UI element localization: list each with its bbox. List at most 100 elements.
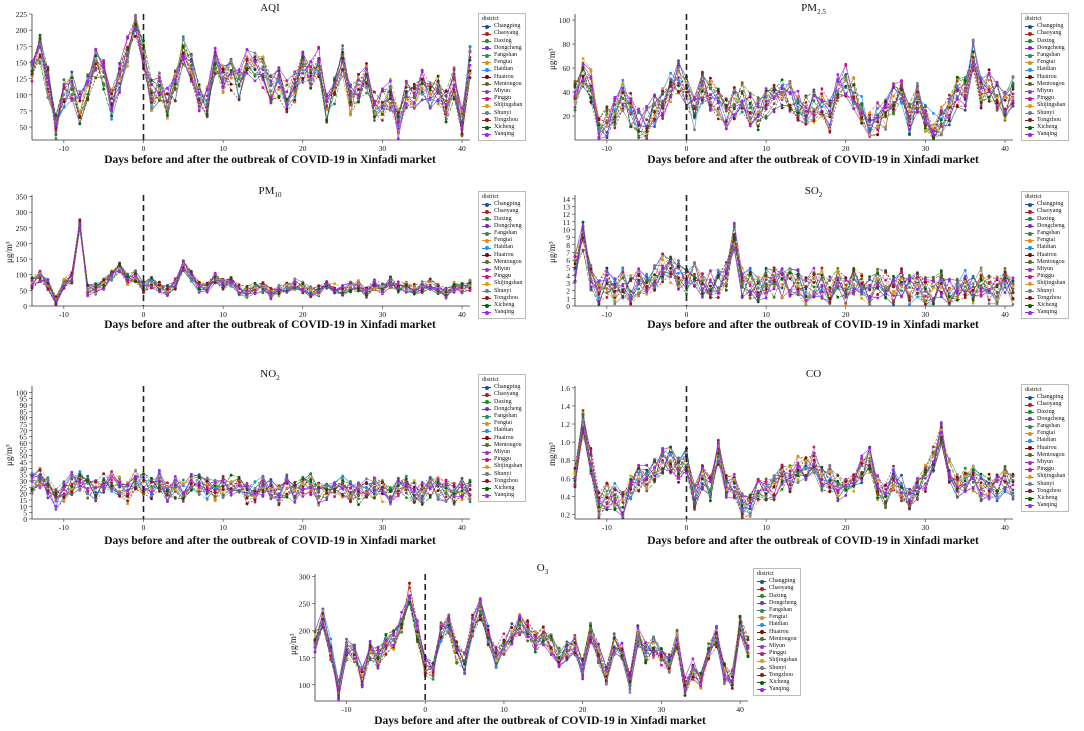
data-point (54, 124, 58, 128)
data-point (884, 100, 887, 103)
data-point (293, 77, 297, 81)
data-point (788, 277, 792, 280)
series-line (574, 42, 1014, 140)
x-tick-label: 20 (842, 310, 850, 319)
data-point (205, 490, 209, 494)
data-point (404, 106, 408, 110)
data-point (963, 296, 967, 299)
data-point (613, 103, 617, 106)
data-point (884, 292, 887, 296)
legend-item: Fengtai (482, 59, 522, 66)
data-point (341, 50, 344, 54)
x-axis-label: Days before and after the outbreak of CO… (104, 154, 436, 166)
data-point (661, 89, 664, 93)
data-point (285, 98, 289, 101)
data-point (452, 283, 456, 286)
data-point (637, 291, 641, 294)
legend-marker-icon (1025, 253, 1034, 258)
data-point (939, 286, 943, 290)
data-point (78, 477, 82, 481)
data-point (301, 477, 305, 480)
data-point (78, 222, 82, 226)
data-point (301, 482, 305, 485)
data-point (158, 84, 161, 87)
data-point (253, 51, 257, 55)
data-point (460, 495, 464, 498)
data-point (317, 290, 321, 294)
data-point (605, 279, 609, 283)
data-point (963, 95, 967, 99)
data-point (229, 280, 233, 284)
data-point (229, 82, 233, 86)
data-point (237, 84, 241, 87)
legend-label: Pinggu (1037, 95, 1055, 102)
data-point (637, 134, 641, 138)
legend-label: Yanqing (1037, 131, 1058, 138)
data-point (701, 295, 704, 299)
data-point (253, 73, 257, 77)
data-point (166, 114, 169, 117)
data-point (197, 493, 201, 497)
data-point (94, 54, 98, 58)
data-point (924, 294, 927, 298)
data-point (916, 100, 919, 104)
data-point (796, 111, 800, 115)
data-point (804, 278, 808, 282)
data-point (979, 284, 983, 288)
data-point (86, 80, 90, 84)
data-point (581, 63, 585, 67)
data-point (269, 74, 273, 78)
data-point (166, 493, 169, 497)
data-point (971, 274, 975, 278)
data-point (349, 89, 352, 93)
data-point (468, 58, 472, 62)
data-point (221, 278, 225, 282)
legend-item: Yanqing (482, 131, 522, 138)
data-point (740, 296, 744, 299)
data-point (197, 475, 201, 479)
data-point (197, 485, 201, 489)
data-point (916, 90, 919, 94)
data-point (317, 483, 321, 486)
data-point (357, 279, 360, 282)
data-point (979, 104, 983, 107)
data-point (876, 133, 879, 137)
data-point (900, 277, 903, 280)
data-point (349, 281, 352, 285)
data-point (404, 90, 408, 93)
series-line (574, 57, 1014, 136)
data-point (102, 488, 106, 492)
data-point (341, 494, 344, 497)
data-point (293, 494, 297, 498)
data-point (621, 109, 625, 112)
data-point (381, 490, 384, 493)
legend-label: Chaoyang (494, 208, 519, 215)
data-point (285, 290, 289, 294)
data-point (995, 82, 999, 85)
data-point (661, 264, 664, 268)
data-point (947, 103, 951, 107)
data-point (389, 93, 392, 97)
data-point (828, 275, 832, 279)
data-point (245, 485, 249, 489)
data-point (621, 87, 625, 90)
data-point (892, 292, 895, 296)
data-point (213, 481, 217, 484)
data-point (796, 94, 800, 98)
data-point (126, 482, 129, 486)
data-point (709, 289, 712, 293)
x-tick-label: 0 (685, 144, 689, 153)
data-point (412, 286, 416, 290)
data-point (357, 78, 360, 82)
data-point (365, 296, 368, 299)
data-point (317, 45, 321, 49)
y-tick-label: 12 (563, 210, 571, 219)
legend-marker-icon (482, 289, 491, 294)
x-tick-label: -10 (59, 523, 69, 532)
legend-item: Miyun (1025, 88, 1065, 95)
data-point (844, 285, 848, 289)
data-point (987, 78, 991, 82)
data-point (908, 291, 911, 295)
data-point (613, 302, 617, 306)
